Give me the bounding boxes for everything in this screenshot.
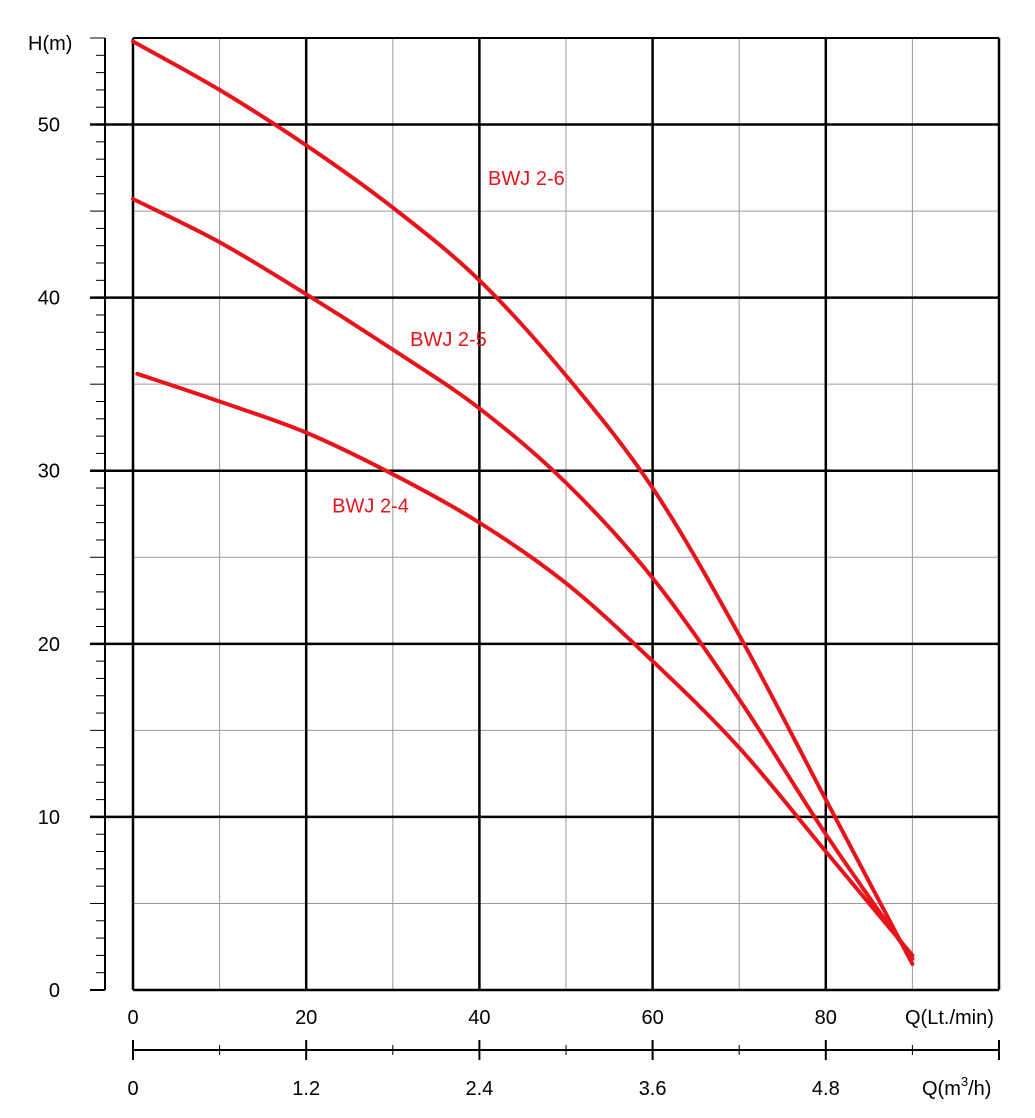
x-tick-label-secondary: 0 bbox=[127, 1078, 138, 1100]
minor-grid bbox=[133, 38, 999, 990]
x-axis-label-secondary-base: Q(m bbox=[922, 1078, 961, 1100]
y-tick-label: 50 bbox=[38, 115, 60, 137]
x-tick-label-primary: 20 bbox=[295, 1007, 317, 1029]
y-axis-label: H(m) bbox=[28, 33, 72, 55]
x-axis-label-primary: Q(Lt./min) bbox=[905, 1007, 994, 1029]
x-tick-label-secondary: 2.4 bbox=[465, 1078, 493, 1100]
x-tick-label-secondary: 1.2 bbox=[292, 1078, 320, 1100]
series-label-bwj-2-4: BWJ 2-4 bbox=[332, 495, 409, 517]
y-tick-label: 40 bbox=[38, 288, 60, 310]
x-axis-secondary: 0 1.2 2.4 3.6 4.8 bbox=[127, 1040, 1000, 1100]
series-label-bwj-2-6: BWJ 2-6 bbox=[488, 168, 565, 190]
x-axis-label-secondary-tail: /h) bbox=[968, 1078, 991, 1100]
x-tick-label-primary: 0 bbox=[127, 1007, 138, 1029]
series-line-bwj-2-5 bbox=[131, 197, 915, 961]
x-axis-label-secondary: Q(m3/h) bbox=[922, 1074, 991, 1100]
y-tick-label: 30 bbox=[38, 461, 60, 483]
y-tick-label: 10 bbox=[38, 807, 60, 829]
x-tick-label-secondary: 3.6 bbox=[639, 1078, 667, 1100]
series-label-bwj-2-5: BWJ 2-5 bbox=[410, 329, 487, 351]
y-tick-label: 0 bbox=[49, 980, 60, 1002]
major-grid bbox=[90, 37, 1001, 992]
series-lines: BWJ 2-6 BWJ 2-5 BWJ 2-4 bbox=[131, 39, 915, 966]
x-axis-label-secondary-sup: 3 bbox=[961, 1074, 968, 1089]
x-tick-label-secondary: 4.8 bbox=[812, 1078, 840, 1100]
y-axis: 0 10 20 30 40 50 bbox=[38, 37, 106, 1002]
series-line-bwj-2-6 bbox=[131, 39, 915, 966]
y-tick-label: 20 bbox=[38, 634, 60, 656]
x-tick-label-primary: 60 bbox=[641, 1007, 663, 1029]
labels: H(m) Q(Lt./min) Q(m3/h) 0 20 40 60 80 bbox=[28, 33, 994, 1100]
x-tick-label-primary: 80 bbox=[815, 1007, 837, 1029]
x-tick-label-primary: 40 bbox=[468, 1007, 490, 1029]
series-line-bwj-2-4 bbox=[135, 371, 915, 958]
